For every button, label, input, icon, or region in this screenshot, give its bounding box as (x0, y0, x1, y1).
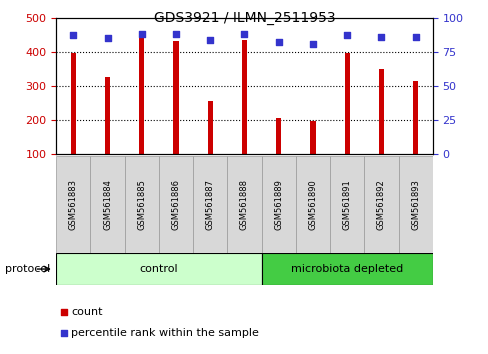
Bar (139, 38, 144, 154)
Text: percentile rank within the sample: percentile rank within the sample (71, 328, 258, 338)
Bar (329, 156, 364, 253)
Text: GSM561886: GSM561886 (171, 179, 180, 230)
Text: GSM561885: GSM561885 (137, 179, 146, 230)
Text: control: control (140, 264, 178, 274)
Text: GSM561884: GSM561884 (103, 179, 112, 230)
Text: GSM561883: GSM561883 (69, 179, 78, 230)
Bar (344, 53, 349, 154)
Text: GDS3921 / ILMN_2511953: GDS3921 / ILMN_2511953 (153, 11, 335, 25)
Text: GSM561893: GSM561893 (410, 179, 419, 230)
Bar (261, 253, 432, 285)
Text: GSM561888: GSM561888 (240, 179, 248, 230)
Bar (124, 156, 159, 253)
Point (274, 39, 282, 45)
Bar (71, 53, 76, 154)
Point (138, 31, 145, 37)
Text: count: count (71, 307, 102, 316)
Text: protocol: protocol (5, 264, 50, 274)
Point (377, 34, 385, 40)
Bar (227, 156, 261, 253)
Bar (295, 156, 329, 253)
Bar (56, 253, 261, 285)
Text: GSM561889: GSM561889 (274, 179, 283, 230)
Text: GSM561890: GSM561890 (308, 179, 317, 230)
Text: GSM561887: GSM561887 (205, 179, 214, 230)
Bar (105, 77, 110, 154)
Text: GSM561892: GSM561892 (376, 179, 385, 230)
Bar (242, 40, 246, 154)
Bar (364, 156, 398, 253)
Point (69, 33, 77, 38)
Text: microbiota depleted: microbiota depleted (290, 264, 403, 274)
Bar (398, 156, 432, 253)
Bar (207, 101, 212, 154)
Bar (378, 69, 383, 154)
Point (240, 31, 248, 37)
Bar (90, 156, 124, 253)
Bar (276, 118, 281, 154)
Point (343, 33, 350, 38)
Bar (412, 81, 417, 154)
Bar (261, 156, 295, 253)
Bar (310, 121, 315, 154)
Point (206, 37, 214, 42)
Point (172, 31, 180, 37)
Bar (56, 156, 90, 253)
Point (411, 34, 419, 40)
Bar (173, 40, 178, 154)
Point (103, 35, 111, 41)
Point (60, 309, 67, 314)
Bar (193, 156, 227, 253)
Point (308, 41, 316, 46)
Bar (159, 156, 193, 253)
Point (60, 330, 67, 336)
Text: GSM561891: GSM561891 (342, 179, 351, 230)
